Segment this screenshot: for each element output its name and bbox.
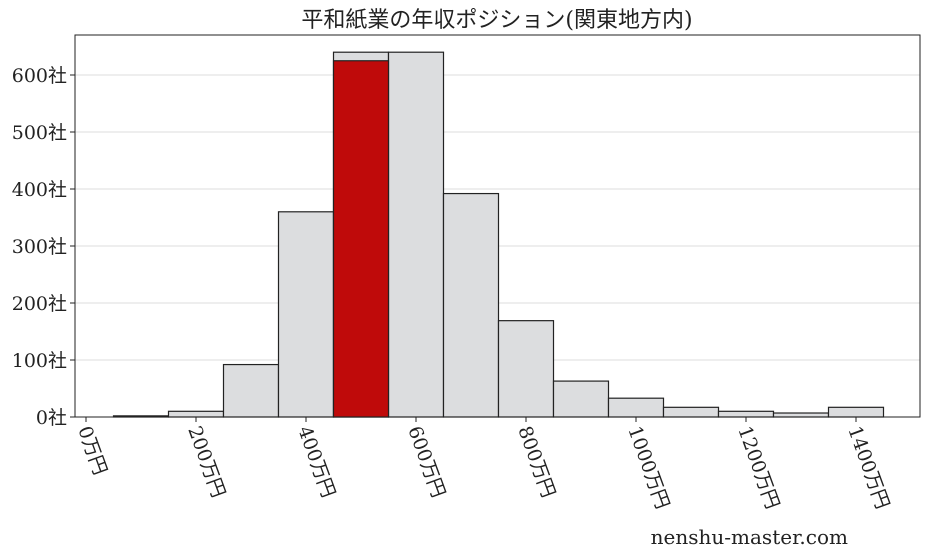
x-tick-label: 1400万円 [843, 423, 893, 512]
x-tick-label: 200万円 [183, 423, 229, 500]
y-tick-label: 100社 [12, 350, 67, 372]
y-tick-label: 0社 [36, 407, 67, 429]
histogram-bar [772, 412, 830, 418]
plot-frame [74, 34, 921, 418]
y-tick-label: 200社 [12, 293, 67, 315]
histogram-bar [387, 51, 445, 418]
x-tick-label: 600万円 [403, 423, 449, 500]
x-tick-label: 800万円 [513, 423, 559, 500]
histogram-bar [497, 320, 555, 418]
histogram-bar [442, 192, 500, 418]
watermark: nenshu-master.com [651, 525, 848, 549]
histogram-bar [662, 406, 720, 418]
y-tick-label: 400社 [12, 179, 67, 201]
x-tick-label: 1000万円 [623, 423, 673, 512]
y-tick-label: 300社 [12, 236, 67, 258]
histogram-bar [607, 397, 665, 418]
histogram-bar [552, 380, 610, 418]
highlight-bar [332, 60, 390, 418]
histogram-bar [167, 410, 225, 418]
y-tick-label: 600社 [12, 65, 67, 87]
x-tick-label: 1200万円 [733, 423, 783, 512]
x-tick-label: 400万円 [293, 423, 339, 500]
histogram-bar [717, 410, 775, 418]
histogram-bar [827, 406, 885, 418]
histogram-bar [222, 363, 280, 418]
x-tick-label: 0万円 [73, 423, 111, 478]
chart-title: 平和紙業の年収ポジション(関東地方内) [301, 8, 692, 33]
y-tick-label: 500社 [12, 122, 67, 144]
histogram-bar [277, 211, 335, 418]
